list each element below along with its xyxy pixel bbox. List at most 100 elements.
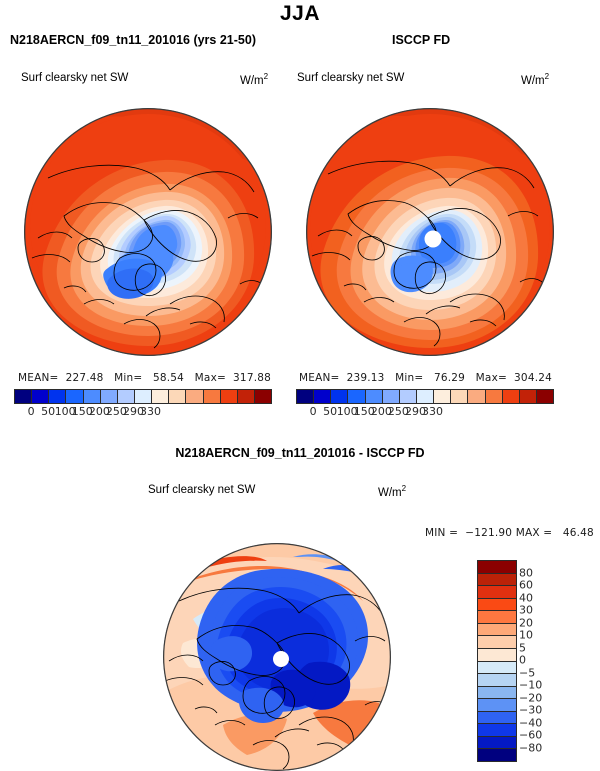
difference-colorbar-tick-label: 20 [519, 616, 533, 629]
colorbar-band-1 [32, 390, 50, 403]
left-map-field [24, 108, 272, 356]
colorbar-tick-label: 50 [323, 405, 338, 418]
difference-variable-label: Surf clearsky net SW [148, 484, 256, 496]
difference-colorbar-band-4 [478, 611, 516, 624]
colorbar-band-12 [502, 390, 520, 403]
colorbar-tick-label: 250 [387, 405, 409, 418]
colorbar-band-11 [485, 390, 503, 403]
difference-colorbar [477, 560, 517, 762]
right-colorbar [296, 389, 554, 404]
difference-colorbar-tick-label: 0 [519, 653, 526, 667]
left-variable-label: Surf clearsky net SW [21, 72, 129, 84]
colorbar-tick-label: 0 [309, 405, 317, 418]
colorbar-tick-label: 150 [71, 405, 93, 418]
left-units-exponent: 2 [263, 72, 269, 81]
difference-stats: MIN = −121.90 MAX = 46.48 [425, 527, 594, 539]
difference-colorbar-tick-label: −20 [519, 691, 543, 704]
right-units-label: W/m2 [521, 72, 549, 87]
colorbar-tick-label: 100 [54, 405, 76, 418]
colorbar-tick-label: 200 [88, 405, 110, 418]
difference-units-exponent: 2 [401, 484, 407, 493]
colorbar-tick-label: 330 [140, 405, 162, 418]
colorbar-tick-label: 290 [122, 405, 144, 418]
colorbar-tick-label: 330 [422, 405, 444, 418]
left-polar-map [24, 108, 272, 356]
difference-colorbar-band-6 [478, 636, 516, 649]
colorbar-band-10 [186, 390, 204, 403]
colorbar-band-7 [134, 390, 153, 403]
right-variable-label: Surf clearsky net SW [297, 72, 405, 84]
difference-colorbar-tick-label: −40 [519, 716, 543, 729]
difference-colorbar-tick-label: −30 [519, 703, 543, 717]
colorbar-band-5 [100, 390, 118, 403]
colorbar-band-14 [536, 390, 554, 403]
difference-colorbar-band-13 [478, 724, 516, 737]
left-colorbar [14, 389, 272, 404]
difference-colorbar-band-0 [478, 561, 516, 574]
colorbar-tick-label: 200 [370, 405, 392, 418]
colorbar-band-9 [169, 390, 187, 403]
left-map-outline [24, 108, 272, 356]
colorbar-tick-label: 50 [41, 405, 56, 418]
difference-colorbar-tick-label: 5 [519, 641, 526, 654]
left-units-text: W/m [240, 74, 264, 87]
colorbar-tick-label: 150 [353, 405, 375, 418]
right-colorbar-ticks: 0 50 100 150 200 250 290 330 [296, 405, 552, 421]
colorbar-band-6 [117, 390, 135, 403]
right-map-field [306, 108, 554, 356]
colorbar-band-11 [203, 390, 221, 403]
difference-colorbar-tick-label: −10 [519, 678, 543, 692]
right-polar-map [306, 108, 554, 356]
difference-colorbar-band-14 [478, 736, 516, 750]
left-panel-title: N218AERCN_f09_tn11_201016 (yrs 21-50) [10, 33, 256, 47]
colorbar-tick-label: 290 [404, 405, 426, 418]
difference-polar-map [163, 543, 391, 771]
colorbar-band-4 [365, 390, 383, 403]
colorbar-band-0 [15, 390, 33, 403]
colorbar-band-14 [254, 390, 272, 403]
right-units-text: W/m [521, 74, 545, 87]
difference-units-text: W/m [378, 486, 402, 499]
difference-units-label: W/m2 [378, 484, 406, 499]
left-units-label: W/m2 [240, 72, 268, 87]
colorbar-tick-label: 250 [105, 405, 127, 418]
difference-colorbar-tick-label: 80 [519, 566, 533, 579]
difference-map-field [163, 543, 391, 771]
difference-colorbar-tick-label: 10 [519, 628, 533, 642]
right-map-outline [306, 108, 554, 356]
colorbar-tick-label: 100 [336, 405, 358, 418]
left-colorbar-ticks: 0 50 100 150 200 250 290 330 [14, 405, 270, 421]
colorbar-tick-label: 0 [27, 405, 35, 418]
difference-colorbar-band-10 [478, 686, 516, 700]
difference-colorbar-band-12 [478, 711, 516, 725]
difference-colorbar-ticks: 80 60 40 30 20 10 5 0 −5 −10 −20 −30 −40 −60 −80 [519, 560, 559, 760]
left-stats: MEAN= 227.48 Min= 58.54 Max= 317.88 [18, 372, 271, 384]
colorbar-band-10 [468, 390, 486, 403]
colorbar-band-8 [434, 390, 452, 403]
difference-colorbar-band-3 [478, 598, 516, 612]
difference-colorbar-band-9 [478, 674, 516, 687]
difference-colorbar-band-5 [478, 623, 516, 637]
difference-colorbar-tick-label: 40 [519, 591, 533, 604]
right-units-exponent: 2 [544, 72, 550, 81]
colorbar-band-0 [297, 390, 315, 403]
right-stats: MEAN= 239.13 Min= 76.29 Max= 304.24 [299, 372, 552, 384]
colorbar-band-8 [152, 390, 170, 403]
colorbar-band-7 [416, 390, 435, 403]
colorbar-band-13 [519, 390, 537, 403]
colorbar-band-6 [399, 390, 417, 403]
colorbar-band-13 [237, 390, 255, 403]
difference-colorbar-tick-label: 30 [519, 603, 533, 617]
colorbar-band-3 [66, 390, 84, 403]
right-map-svg [306, 108, 554, 356]
colorbar-band-5 [382, 390, 400, 403]
colorbar-band-2 [49, 390, 67, 403]
season-title: JJA [279, 2, 321, 25]
difference-colorbar-tick-label: 60 [519, 578, 533, 592]
colorbar-band-3 [348, 390, 366, 403]
difference-map-svg [163, 543, 391, 771]
difference-colorbar-band-15 [478, 749, 516, 761]
right-panel-title: ISCCP FD [392, 33, 451, 47]
difference-colorbar-band-7 [478, 648, 516, 662]
left-map-svg [24, 108, 272, 356]
